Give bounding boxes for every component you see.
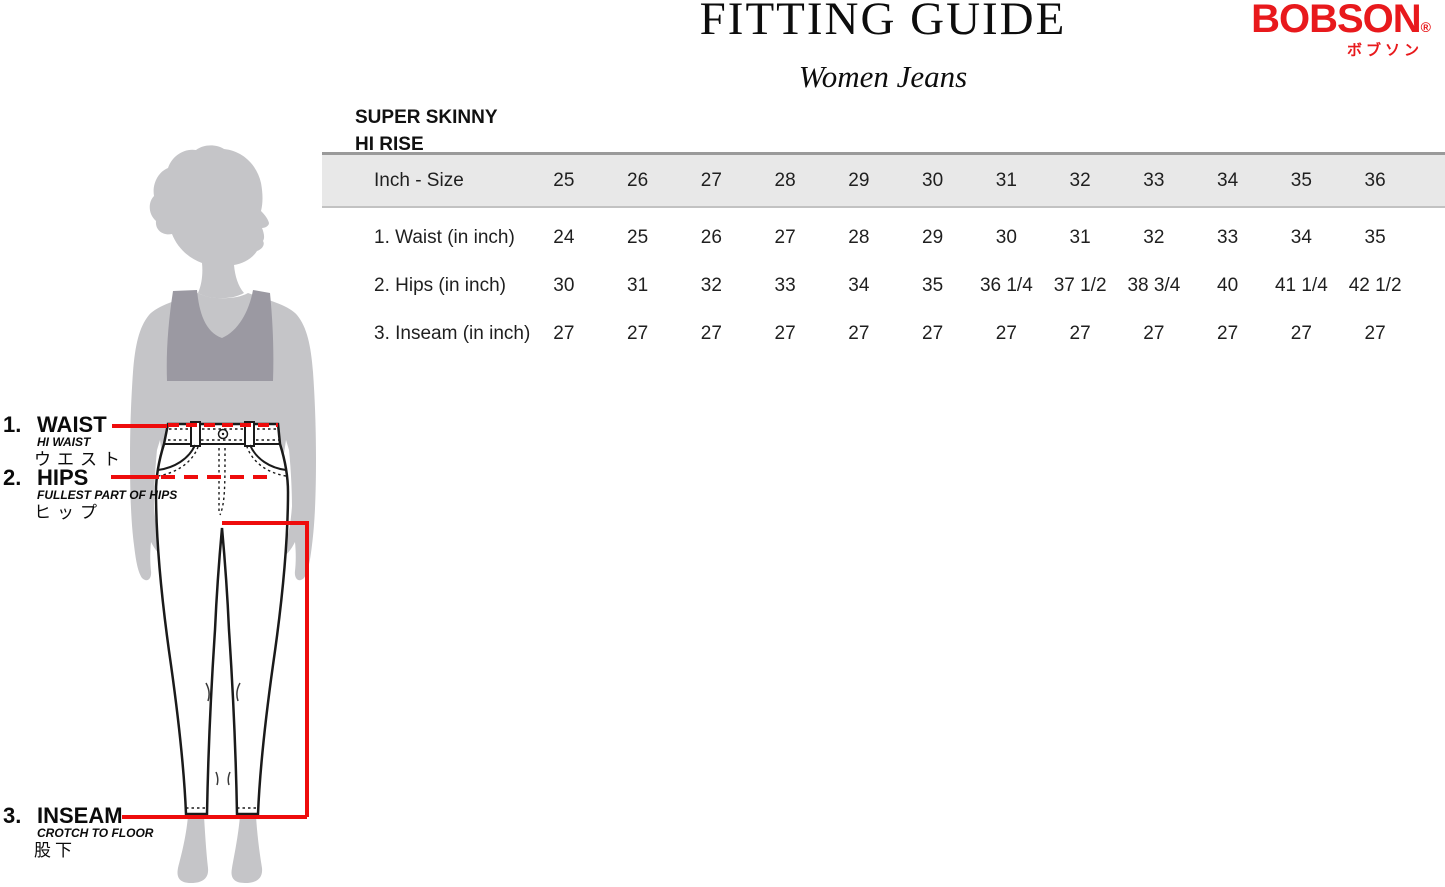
- size-cell: 28: [848, 227, 870, 248]
- size-column-header: 31: [995, 169, 1017, 191]
- size-cell: 27: [1217, 323, 1239, 344]
- size-cell: 27: [627, 323, 649, 344]
- measurement-label-inseam: 3. INSEAM CROTCH TO FLOOR 股下: [3, 804, 153, 861]
- logo-brand-text: BOBSON: [1251, 0, 1422, 41]
- inseam-label: 3. INSEAM: [3, 804, 153, 827]
- inseam-japanese: 股下: [34, 841, 76, 860]
- row-label: 2. Hips (in inch): [374, 275, 506, 296]
- size-column-header: 36: [1364, 169, 1386, 191]
- size-cell: 27: [922, 323, 944, 344]
- inseam-description: CROTCH TO FLOOR: [37, 826, 154, 840]
- size-cell: 33: [774, 275, 796, 296]
- measurement-label-hips: 2. HIPS FULLEST PART OF HIPS ヒップ: [3, 466, 177, 523]
- size-cell: 34: [848, 275, 870, 296]
- size-cell: 27: [848, 323, 870, 344]
- size-column-header: 27: [700, 169, 722, 191]
- size-cell: 37 1/2: [1053, 275, 1107, 296]
- fit-style-label: SUPER SKINNY HI RISE: [355, 104, 498, 158]
- size-cell: 27: [774, 227, 796, 248]
- hips-description: FULLEST PART OF HIPS: [37, 488, 178, 502]
- row-label: 1. Waist (in inch): [374, 227, 515, 248]
- row-label: 3. Inseam (in inch): [374, 323, 531, 344]
- size-table-row: 1. Waist (in inch) 24 25 26 27 28 29 30 31 32 33 34…: [322, 214, 1445, 262]
- size-cell: 30: [553, 275, 575, 296]
- measurement-lines: [111, 423, 309, 819]
- size-cell: 27: [700, 323, 722, 344]
- registered-mark: ®: [1420, 19, 1431, 35]
- knee-wrinkles: [205, 682, 241, 786]
- right-foot: [231, 816, 263, 883]
- size-column-header: 34: [1217, 169, 1239, 191]
- size-cell: 35: [1364, 227, 1386, 248]
- figure-illustration: [111, 145, 316, 883]
- size-column-header: 30: [922, 169, 944, 191]
- sports-bra: [166, 290, 274, 381]
- size-column-header: 26: [627, 169, 649, 191]
- size-cell: 30: [995, 227, 1017, 248]
- page-title: FITTING GUIDE: [699, 0, 1067, 45]
- logo-wordmark: BOBSON®: [1251, 0, 1431, 41]
- waist-number: 1.: [3, 412, 22, 437]
- size-cell: 31: [627, 275, 649, 296]
- size-cell: 41 1/4: [1274, 275, 1328, 296]
- size-cell: 27: [1143, 323, 1165, 344]
- size-table-body: 1. Waist (in inch) 24 25 26 27 28 29 30 31 32 33 34…: [322, 214, 1445, 358]
- bobson-logo: BOBSON® ボブソン: [1251, 0, 1431, 60]
- size-cell: 32: [1143, 227, 1165, 248]
- hips-label: 2. HIPS: [3, 466, 177, 489]
- hips-number: 2.: [3, 465, 22, 490]
- waist-name: WAIST: [37, 412, 107, 437]
- size-cell: 27: [774, 323, 796, 344]
- inseam-number: 3.: [3, 803, 22, 828]
- waist-description: HI WAIST: [37, 435, 91, 449]
- head-silhouette: [149, 145, 269, 299]
- size-cell: 33: [1217, 227, 1239, 248]
- logo-katakana: ボブソン: [1346, 42, 1423, 59]
- size-table: Inch - Size 25 26 27 28 29 30 31 32 33 34 35 36 1. …: [322, 152, 1445, 358]
- size-cell: 38 3/4: [1127, 275, 1181, 296]
- size-cell: 32: [700, 275, 722, 296]
- size-cell: 25: [627, 227, 649, 248]
- size-cell: 24: [553, 227, 575, 248]
- page-subtitle: Women Jeans: [798, 59, 968, 94]
- size-table-header-label: Inch - Size: [374, 169, 464, 191]
- size-column-header: 25: [553, 169, 575, 191]
- waist-japanese: ウエスト: [34, 450, 126, 469]
- size-cell: 26: [700, 227, 722, 248]
- size-cell: 29: [922, 227, 944, 248]
- size-column-header: 35: [1290, 169, 1312, 191]
- size-table-row: 2. Hips (in inch) 30 31 32 33 34 35 36 1/4 37 1/…: [322, 262, 1445, 310]
- measurement-label-waist: 1. WAIST HI WAIST ウエスト: [3, 413, 126, 470]
- size-cell: 34: [1290, 227, 1312, 248]
- pocket-left: [157, 444, 196, 471]
- hips-name: HIPS: [37, 465, 89, 490]
- waistband-stitching: [168, 428, 279, 441]
- waist-label: 1. WAIST: [3, 413, 126, 436]
- jeans-button-center: [221, 432, 225, 436]
- size-cell: 35: [922, 275, 944, 296]
- size-table-row: 3. Inseam (in inch) 27 27 27 27 27 27 27 27 27 27 2…: [322, 310, 1445, 358]
- size-cell: 42 1/2: [1348, 275, 1402, 296]
- size-cell: 40: [1217, 275, 1239, 296]
- inseam-name: INSEAM: [37, 803, 123, 828]
- fit-style-line1: SUPER SKINNY: [355, 107, 498, 128]
- size-cell: 36 1/4: [979, 275, 1033, 296]
- hips-japanese: ヒップ: [34, 503, 103, 522]
- size-cell: 27: [995, 323, 1017, 344]
- size-cell: 27: [1290, 323, 1312, 344]
- size-cell: 31: [1069, 227, 1091, 248]
- size-column-header: 33: [1143, 169, 1165, 191]
- left-foot: [177, 816, 209, 883]
- pocket-right: [249, 444, 287, 471]
- size-table-header-row: Inch - Size 25 26 27 28 29 30 31 32 33 34 35 36: [322, 152, 1445, 208]
- size-cell: 27: [1364, 323, 1386, 344]
- size-column-header: 32: [1069, 169, 1091, 191]
- fit-style-line2: HI RISE: [355, 134, 424, 155]
- inseam-measure-box: [122, 521, 309, 819]
- size-column-header: 28: [774, 169, 796, 191]
- size-cell: 27: [1069, 323, 1091, 344]
- size-column-header: 29: [848, 169, 870, 191]
- size-cell: 27: [553, 323, 575, 344]
